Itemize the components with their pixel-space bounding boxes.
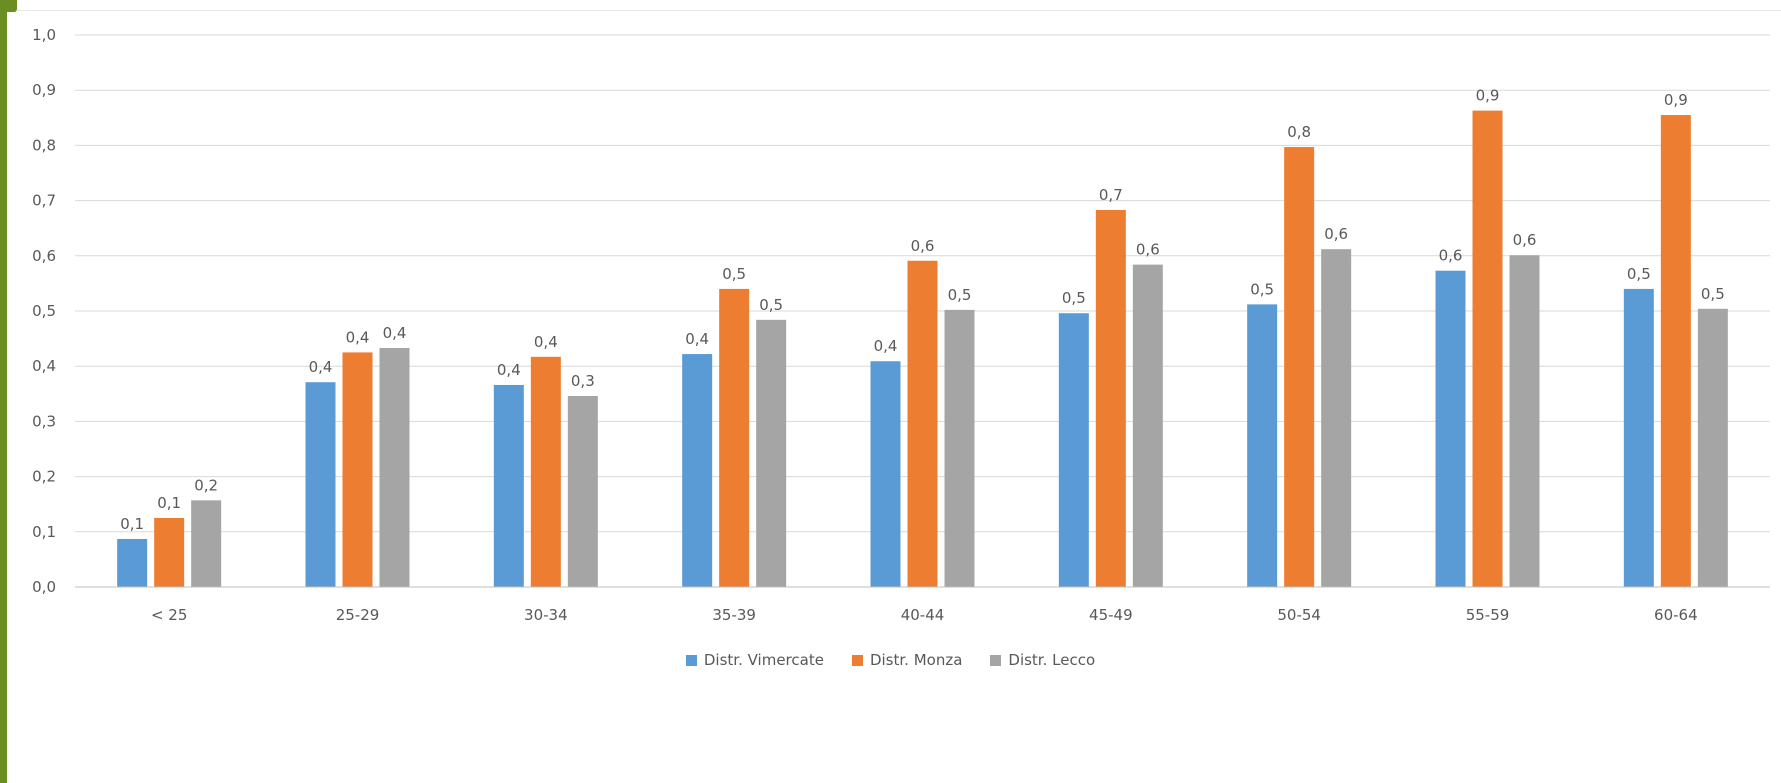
x-tick-label: 55-59 [1466, 606, 1510, 624]
x-tick-label: 40-44 [901, 606, 945, 624]
y-tick-label: 0,1 [32, 523, 56, 541]
bar-data-label: 0,5 [1627, 265, 1651, 283]
bar [719, 288, 750, 587]
bar-data-label: 0,6 [1324, 225, 1348, 243]
bar-data-label: 0,4 [874, 337, 898, 355]
bar [191, 500, 222, 587]
y-tick-label: 0,2 [32, 468, 56, 486]
bar [1132, 264, 1163, 587]
bar-data-label: 0,5 [759, 296, 783, 314]
slide-accent-bar [0, 0, 7, 783]
y-tick-label: 0,7 [32, 192, 56, 210]
bar-data-label: 0,2 [194, 476, 218, 494]
bar [944, 309, 975, 587]
bar [1623, 288, 1654, 587]
bar-data-label: 0,5 [722, 265, 746, 283]
y-tick-label: 0,9 [32, 81, 56, 99]
bar-data-label: 0,9 [1476, 87, 1500, 105]
bar-data-labels: 0,1 0,1 0,2 0,4 0,4 0,4 0,4 0,4 0,3 0,4 0,5 0,5 0,4 0… [120, 87, 1725, 533]
bar [1472, 110, 1503, 588]
bar [907, 260, 938, 587]
legend-label-monza: Distr. Monza [869, 651, 963, 669]
slide-corner-mark [7, 0, 17, 12]
y-tick-label: 1,0 [32, 26, 56, 44]
bar [1058, 313, 1089, 587]
bar-data-label: 0,4 [497, 361, 521, 379]
bar [154, 518, 185, 587]
bar-data-label: 0,6 [1439, 247, 1463, 265]
bar-data-label: 0,5 [1701, 285, 1725, 303]
legend-label-vimercate: Distr. Vimercate [703, 651, 824, 669]
legend: Distr. Vimercate Distr. Monza Distr. Lec… [0, 651, 1781, 669]
bar-data-label: 0,7 [1099, 186, 1123, 204]
bar [1321, 249, 1352, 587]
bars [117, 110, 1728, 588]
y-tick-label: 0,8 [32, 136, 56, 154]
y-tick-label: 0,6 [32, 247, 56, 265]
x-tick-label: < 25 [151, 606, 187, 624]
legend-swatch-vimercate [685, 654, 697, 666]
bar-data-label: 0,4 [309, 358, 333, 376]
bar-data-label: 0,6 [1513, 231, 1537, 249]
bar [1247, 304, 1278, 587]
chart-top-border [17, 10, 1781, 11]
bar-data-label: 0,4 [383, 324, 407, 342]
bar [379, 347, 410, 587]
legend-label-lecco: Distr. Lecco [1008, 651, 1096, 669]
bar-data-label: 0,5 [1250, 280, 1274, 298]
x-tick-label: 25-29 [336, 606, 380, 624]
x-axis-ticks: < 25 25-29 30-34 35-39 40-44 45-49 50-54 55-59 6… [151, 606, 1698, 624]
bar [1697, 308, 1728, 587]
bar-data-label: 0,4 [346, 328, 370, 346]
x-tick-label: 50-54 [1277, 606, 1321, 624]
bar [1660, 115, 1691, 587]
y-tick-label: 0,4 [32, 357, 56, 375]
bar-data-label: 0,5 [948, 286, 972, 304]
x-tick-label: 45-49 [1089, 606, 1133, 624]
x-tick-label: 35-39 [712, 606, 756, 624]
x-tick-label: 60-64 [1654, 606, 1698, 624]
bar [117, 538, 148, 587]
bar [530, 356, 561, 587]
bar-data-label: 0,1 [120, 515, 144, 533]
bar-data-label: 0,5 [1062, 289, 1086, 307]
bar-data-label: 0,1 [157, 494, 181, 512]
bar-data-label: 0,6 [1136, 241, 1160, 259]
bar [756, 319, 787, 587]
bar [342, 352, 373, 587]
bar [870, 361, 901, 587]
y-axis-ticks: 0,0 0,1 0,2 0,3 0,4 0,5 0,6 0,7 0,8 0,9 1,0 [32, 26, 56, 596]
bar [567, 396, 598, 587]
y-tick-label: 0,0 [32, 578, 56, 596]
legend-item-monza: Distr. Monza [851, 651, 963, 669]
bar-data-label: 0,8 [1287, 123, 1311, 141]
legend-item-lecco: Distr. Lecco [990, 651, 1095, 669]
legend-item-vimercate: Distr. Vimercate [685, 651, 824, 669]
y-tick-label: 0,5 [32, 302, 56, 320]
bar [1435, 270, 1466, 587]
legend-swatch-lecco [990, 654, 1002, 666]
x-tick-label: 30-34 [524, 606, 568, 624]
bar [1095, 209, 1126, 587]
bar-data-label: 0,4 [685, 330, 709, 348]
bar [493, 384, 524, 587]
bar-data-label: 0,4 [534, 333, 558, 351]
legend-swatch-monza [851, 654, 863, 666]
bar-data-label: 0,3 [571, 372, 595, 390]
bar-data-label: 0,9 [1664, 91, 1688, 109]
bar [305, 382, 336, 587]
y-tick-label: 0,3 [32, 412, 56, 430]
bar-data-label: 0,6 [911, 237, 935, 255]
bar [682, 354, 713, 587]
bar [1284, 147, 1315, 587]
bar [1509, 255, 1540, 588]
